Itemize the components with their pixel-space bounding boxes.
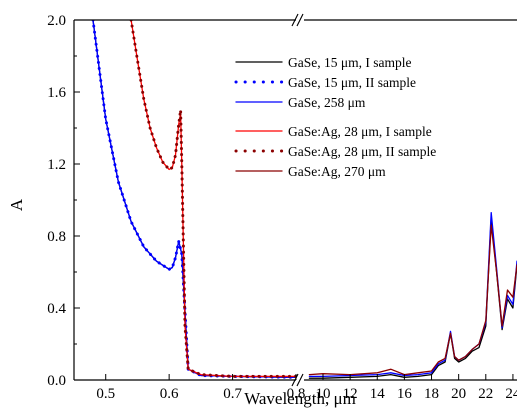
series-line-3	[92, 20, 297, 378]
legend-label-6: GaSe:Ag, 270 μm	[288, 164, 386, 179]
x-tick-label: 0.8	[287, 386, 306, 402]
legend-label-5: GaSe:Ag, 28 μm, II sample	[288, 144, 436, 159]
x-axis-title: Wavelength, μm	[244, 389, 356, 408]
legend-label-2: GaSe, 15 μm, II sample	[288, 75, 416, 90]
y-tick-label: 0.8	[47, 229, 66, 245]
x-tick-label: 0.7	[223, 386, 242, 402]
series-line-3	[308, 211, 517, 378]
x-tick-label: 14	[370, 386, 386, 402]
x-tick-label: 24	[505, 386, 517, 402]
x-tick-label: 0.6	[160, 386, 179, 402]
x-tick-label: 18	[424, 386, 439, 402]
y-tick-label: 2.0	[47, 13, 66, 29]
ticks-layer: 0.5 0.6 0.7 0.8 10 12 14 16 18 20 22 24 0.0 0.4 0.8 1.2…	[47, 13, 517, 402]
x-tick-label: 12	[343, 386, 358, 402]
series-line-4	[130, 20, 297, 378]
axis-break-bottom	[291, 373, 304, 387]
legend-label-1: GaSe, 15 μm, I sample	[288, 55, 411, 70]
legend-label-4: GaSe:Ag, 28 μm, I sample	[288, 124, 432, 139]
x-tick-label: 20	[451, 386, 466, 402]
x-tick-label: 22	[478, 386, 493, 402]
y-tick-label: 0.4	[47, 301, 66, 317]
series-line-5	[129, 20, 297, 378]
y-tick-label: 0.0	[47, 373, 66, 389]
legend-label-3: GaSe, 258 μm	[288, 95, 366, 110]
x-tick-label: 16	[397, 386, 413, 402]
series-line-6	[308, 224, 517, 376]
series-line-1	[308, 217, 517, 379]
x-tick-label: 10	[315, 386, 330, 402]
y-tick-label: 1.2	[47, 157, 66, 173]
axis-break-top	[291, 13, 304, 27]
y-tick-label: 1.6	[47, 85, 66, 101]
y-axis-title: A	[7, 198, 26, 211]
x-tick-label: 0.5	[96, 386, 115, 402]
series-layer	[91, 20, 517, 379]
legend: GaSe, 15 μm, I sample GaSe, 15 μm, II sam…	[234, 55, 436, 179]
